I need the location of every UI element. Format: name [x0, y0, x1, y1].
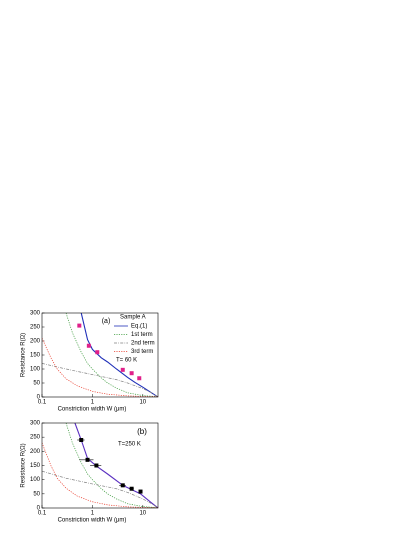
data-point [85, 457, 90, 462]
data-point [129, 371, 134, 376]
data-point [94, 463, 99, 468]
y-tick-label: 300 [30, 311, 41, 317]
y-tick-label: 250 [30, 325, 41, 331]
curve [65, 423, 158, 508]
y-tick-label: 300 [30, 421, 41, 427]
x-axis-label: Constriction width W (μm) [58, 518, 127, 524]
x-axis-label: Constriction width W (μm) [58, 407, 127, 413]
panel-label: (b) [137, 427, 147, 436]
x-tick-label: 1 [91, 511, 95, 517]
curve [42, 470, 158, 508]
data-point [79, 438, 84, 442]
x-tick-label: 10 [139, 511, 146, 517]
y-tick-label: 150 [30, 463, 41, 469]
y-tick-label: 50 [33, 491, 40, 497]
plot-frame [41, 312, 159, 398]
data-point [129, 486, 134, 491]
data-point [77, 323, 82, 328]
y-tick-label: 200 [30, 449, 41, 455]
plot-frame [41, 422, 159, 509]
y-tick-label: 0 [37, 395, 41, 401]
panel: 0 50 100 150 200 250 300 0.1 1 10 Constriction wid… [21, 311, 159, 413]
y-tick-label: 250 [30, 435, 41, 441]
legend-label: Eq.(1) [131, 324, 147, 330]
curve [74, 423, 158, 508]
x-tick-label: 10 [139, 400, 146, 406]
y-axis-label: Resistance R(Ω) [21, 333, 27, 377]
data-point [120, 483, 125, 488]
curve [65, 313, 158, 397]
curve [42, 442, 158, 508]
y-tick-label: 150 [30, 353, 41, 359]
data-point [95, 350, 100, 355]
y-tick-label: 50 [33, 381, 40, 387]
plot-area [42, 313, 158, 397]
legend-label: 3rd term [131, 349, 153, 355]
x-tick-label: 1 [91, 400, 95, 406]
curve [42, 338, 158, 397]
annotation: T=250 K [118, 442, 141, 448]
y-tick-label: 100 [30, 477, 41, 483]
legend-title: Sample A [120, 315, 146, 321]
annotation: T= 60 K [116, 358, 137, 364]
curve [42, 363, 158, 397]
y-axis-label: Resistance R(Ω) [21, 443, 27, 487]
x-tick-label: 0.1 [38, 511, 47, 517]
data-point [137, 376, 142, 381]
panel: 0 50 100 150 200 250 300 0.1 1 10 Constriction wid… [21, 421, 159, 524]
data-point [138, 489, 143, 494]
y-tick-label: 100 [30, 367, 41, 373]
plot-area [42, 423, 158, 508]
data-point [86, 343, 91, 348]
panel-label: (a) [102, 318, 111, 325]
data-point [120, 367, 125, 372]
x-tick-label: 0.1 [38, 400, 47, 406]
legend-label: 2nd term [131, 341, 155, 347]
y-tick-label: 200 [30, 339, 41, 345]
legend-label: 1st term [131, 332, 153, 338]
y-tick-label: 0 [37, 506, 41, 512]
